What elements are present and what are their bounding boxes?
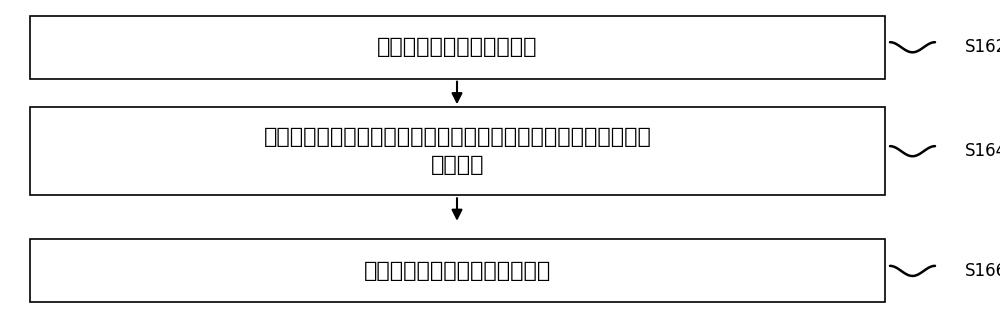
- Text: S164: S164: [965, 142, 1000, 160]
- Bar: [30, 239, 885, 302]
- Text: 根据所述阻抗模值及所述预设电阻值确定所述阻抗与所述预设电阻
值的偏差: 根据所述阻抗模值及所述预设电阻值确定所述阻抗与所述预设电阻 值的偏差: [264, 127, 651, 175]
- Text: 判断所述偏差是否小于预设偏差: 判断所述偏差是否小于预设偏差: [364, 261, 551, 281]
- Bar: [30, 16, 885, 79]
- Bar: [30, 107, 885, 195]
- Text: 根据所述阻抗确定阻抗模值: 根据所述阻抗确定阻抗模值: [377, 37, 538, 57]
- Text: S162: S162: [965, 38, 1000, 56]
- Text: S166: S166: [965, 262, 1000, 280]
